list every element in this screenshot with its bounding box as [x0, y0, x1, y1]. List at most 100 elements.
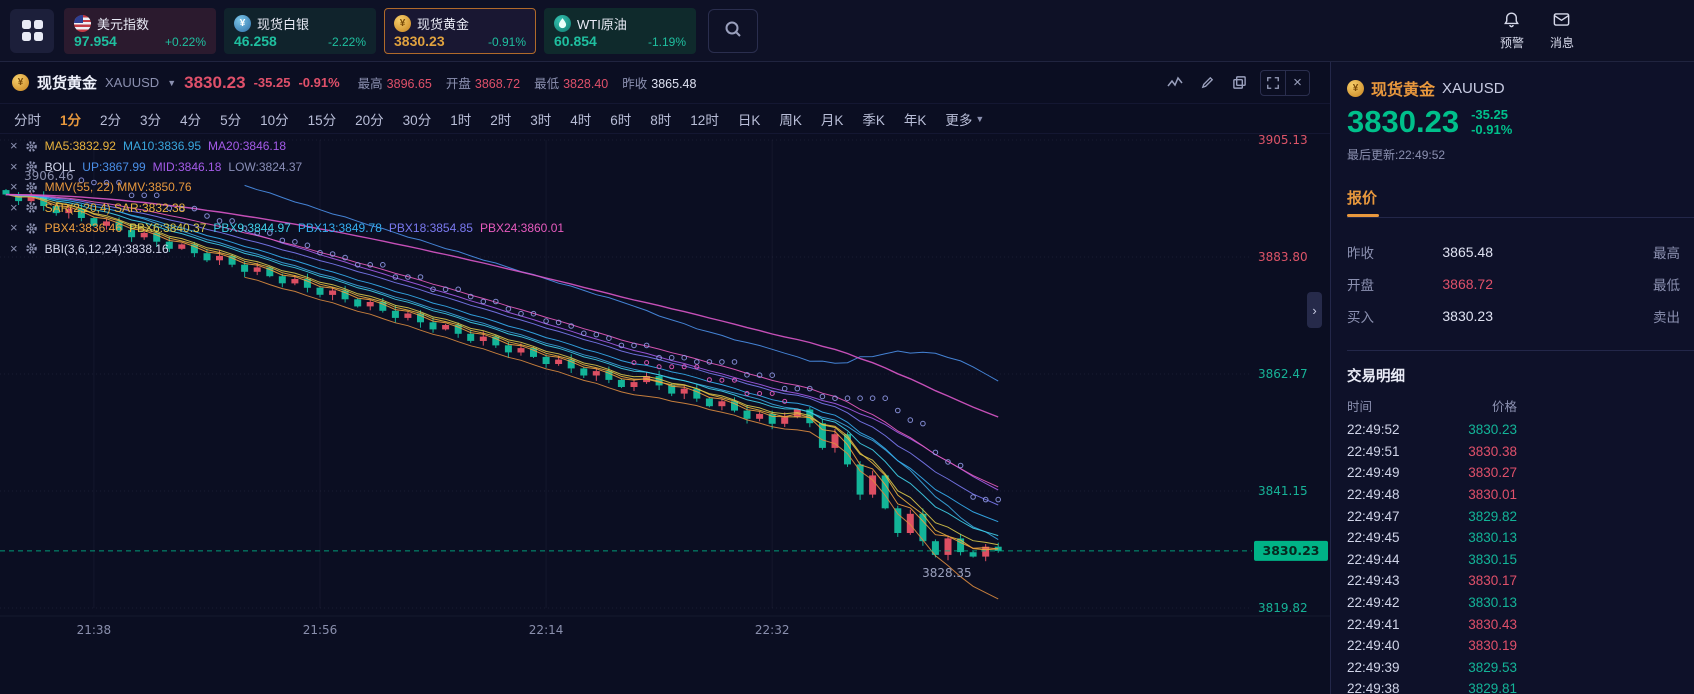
- trade-price: 3830.19: [1468, 638, 1517, 654]
- quote-label: 开盘: [1347, 278, 1374, 293]
- trade-time: 22:49:38: [1347, 681, 1400, 694]
- timeframe-2分[interactable]: 2分: [100, 112, 122, 128]
- quote-change: -2.22%: [327, 34, 366, 49]
- kline-style-icon[interactable]: [1164, 72, 1186, 94]
- stat-value: 3868.72: [474, 77, 521, 91]
- close-chart-icon[interactable]: ×: [1285, 70, 1309, 95]
- trade-price: 3829.53: [1468, 659, 1517, 675]
- chart-header: ¥ 现货黄金 XAUUSD ▼ 3830.23 -35.25 -0.91% 最高…: [0, 62, 1330, 104]
- timeframe-10分[interactable]: 10分: [260, 112, 289, 128]
- timeframe-4时[interactable]: 4时: [570, 112, 592, 128]
- quote-card-list: 美元指数 97.954 +0.22% ¥ 现货白银 46.258 -2.22% ¥ 现货黄金 38…: [64, 7, 696, 54]
- search-button[interactable]: [708, 8, 758, 53]
- draw-tool-icon[interactable]: [1196, 72, 1218, 94]
- sidebar-change-pct: -0.91%: [1471, 122, 1513, 137]
- price-chart[interactable]: 3830.23 3828.35 3906.46 3905.13 3883.80 3862.…: [0, 134, 1330, 694]
- quote-card-wti[interactable]: WTI原油 60.854 -1.19%: [544, 7, 696, 54]
- trade-row: 22:49:42 3830.13: [1347, 592, 1694, 614]
- timeframe-12时[interactable]: 12时: [690, 112, 719, 128]
- indicator-close-icon[interactable]: ×: [10, 138, 18, 153]
- tab-quote[interactable]: 报价: [1347, 187, 1380, 217]
- quote-name: 现货黄金: [417, 16, 470, 32]
- quote-card-silver[interactable]: ¥ 现货白银 46.258 -2.22%: [224, 7, 376, 54]
- timeframe-年K[interactable]: 年K: [903, 112, 927, 128]
- trade-row: 22:49:49 3830.27: [1347, 462, 1694, 484]
- trade-row: 22:49:39 3829.53: [1347, 657, 1694, 679]
- timeframe-分时[interactable]: 分时: [14, 112, 41, 128]
- timeframe-30分[interactable]: 30分: [402, 112, 432, 128]
- app-menu-button[interactable]: [10, 8, 54, 53]
- svg-text:3841.15: 3841.15: [1258, 484, 1308, 498]
- timeframe-8时[interactable]: 8时: [650, 112, 672, 128]
- timeframe-日K[interactable]: 日K: [737, 112, 761, 128]
- trade-details-title: 交易明细: [1347, 369, 1405, 385]
- trade-price: 3829.81: [1468, 681, 1517, 694]
- col-price-header: 价格: [1491, 400, 1517, 414]
- quote-value: 3830.23: [1442, 308, 1493, 324]
- compare-icon[interactable]: [1228, 72, 1250, 94]
- stat-value: 3896.65: [386, 77, 432, 91]
- svg-text:21:38: 21:38: [77, 623, 112, 637]
- chevron-down-icon: ▼: [975, 113, 985, 124]
- timeframe-1分[interactable]: 1分: [60, 112, 82, 128]
- quote-sidebar: ¥ 现货黄金 XAUUSD 3830.23 -35.25 -0.91% 最后更新…: [1330, 62, 1694, 694]
- timeframe-3分[interactable]: 3分: [140, 112, 162, 128]
- indicator-settings-icon[interactable]: [25, 201, 38, 214]
- symbol-dropdown-caret-icon[interactable]: ▼: [167, 77, 177, 88]
- timeframe-more-button[interactable]: 更多 ▼: [945, 109, 984, 129]
- indicator-close-icon[interactable]: ×: [10, 179, 18, 194]
- divider: [1347, 350, 1694, 351]
- trade-time: 22:49:52: [1347, 422, 1400, 438]
- indicator-settings-icon[interactable]: [25, 140, 38, 153]
- indicator-close-icon[interactable]: ×: [10, 240, 18, 256]
- quote-label: 昨收: [1347, 246, 1374, 261]
- quote-change: -1.19%: [647, 34, 686, 49]
- messages-button[interactable]: 消息: [1550, 10, 1574, 51]
- timeframe-周K[interactable]: 周K: [779, 112, 802, 128]
- stat-label: 最低: [534, 77, 560, 91]
- sidebar-header: ¥ 现货黄金 XAUUSD: [1347, 76, 1694, 100]
- trade-time: 22:49:41: [1347, 616, 1400, 632]
- trade-time: 22:49:42: [1347, 595, 1400, 611]
- indicator-legends: × MA5:3832.92 MA10:3836.95 MA20:3846.18 × BOL…: [10, 136, 564, 259]
- collapse-panel-handle[interactable]: ›: [1307, 292, 1322, 328]
- timeframe-5分[interactable]: 5分: [220, 112, 242, 128]
- quote-summary-row: 昨收 3865.48 最高: [1347, 242, 1694, 262]
- timeframe-1时[interactable]: 1时: [450, 112, 472, 128]
- timeframe-6时[interactable]: 6时: [610, 112, 632, 128]
- trade-time: 22:49:40: [1347, 638, 1400, 654]
- trade-price: 3830.23: [1468, 422, 1517, 438]
- indicator-legend-row: × MMV(55, 22) MMV:3850.76: [10, 177, 564, 198]
- quote-change: -0.91%: [487, 34, 526, 49]
- sidebar-tabs: 报价: [1347, 187, 1694, 218]
- indicator-settings-icon[interactable]: [25, 181, 38, 194]
- quote-card-gold[interactable]: ¥ 现货黄金 3830.23 -0.91%: [384, 7, 536, 54]
- indicator-close-icon[interactable]: ×: [10, 158, 18, 174]
- alerts-button[interactable]: 预警: [1500, 10, 1524, 51]
- quote-card-usd-index[interactable]: 美元指数 97.954 +0.22%: [64, 7, 216, 54]
- quote-value: 3865.48: [1442, 244, 1493, 260]
- indicator-settings-icon[interactable]: [25, 160, 38, 173]
- indicator-settings-icon[interactable]: [25, 222, 38, 235]
- timeframe-季K[interactable]: 季K: [862, 112, 885, 128]
- timeframe-月K[interactable]: 月K: [820, 112, 844, 128]
- timeframe-4分[interactable]: 4分: [180, 112, 202, 128]
- trade-row: 22:49:45 3830.13: [1347, 527, 1694, 549]
- indicator-settings-icon[interactable]: [25, 242, 38, 255]
- fullscreen-icon[interactable]: [1261, 71, 1285, 95]
- indicator-close-icon[interactable]: ×: [10, 199, 18, 215]
- timeframe-20分[interactable]: 20分: [355, 112, 384, 128]
- quote-name: 现货白银: [257, 16, 310, 32]
- quote-value: 3830.23: [394, 32, 445, 49]
- trade-row: 22:49:44 3830.15: [1347, 549, 1694, 571]
- trade-row: 22:49:43 3830.17: [1347, 570, 1694, 592]
- quote-value: 97.954: [74, 32, 117, 49]
- timeframe-15分[interactable]: 15分: [307, 112, 337, 128]
- indicator-close-icon[interactable]: ×: [10, 220, 18, 235]
- indicator-label: MA20:3846.18: [208, 139, 287, 153]
- timeframe-3时[interactable]: 3时: [530, 112, 552, 128]
- header-change-pct: -0.91%: [298, 75, 340, 90]
- timeframe-2时[interactable]: 2时: [490, 112, 512, 128]
- oil-coin-icon: [554, 14, 571, 32]
- indicator-label: PBX24:3860.01: [479, 221, 565, 235]
